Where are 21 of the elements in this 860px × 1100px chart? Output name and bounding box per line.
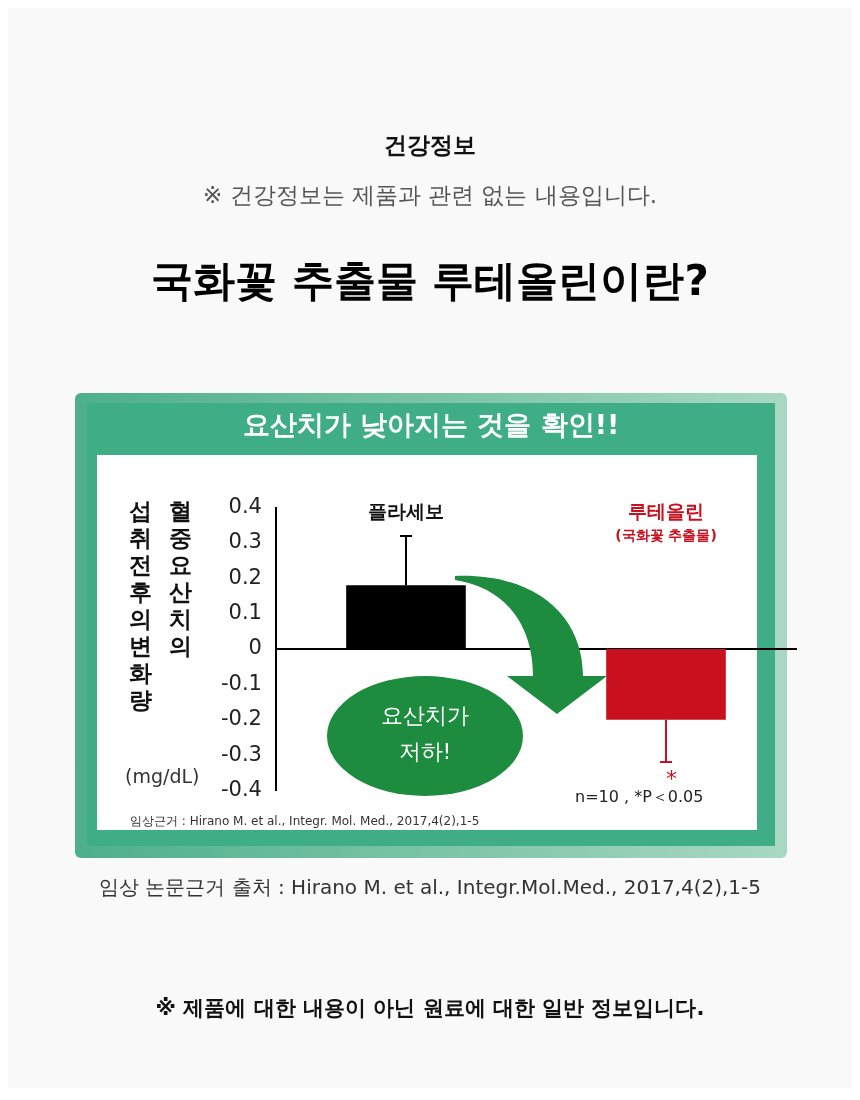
y-tick-label: 0.1	[228, 600, 262, 625]
y-tick-label: -0.1	[220, 670, 262, 695]
y-tick-label: 0.2	[228, 564, 262, 589]
text: 임상근거 : Hirano M. et al., Integr. Mol. Med., 2017,4(2),1-5	[130, 813, 480, 830]
text: 임상 논문근거 출처 : Hirano M. et al., Integr.Mol.Med., 2017,4(2),1-5	[97, 874, 763, 901]
y-tick-label: 0.4	[228, 494, 262, 519]
y-tick-label: 0	[248, 635, 262, 660]
x-tick-label: 플라세보	[367, 500, 444, 523]
chart-title: 국화꽃 추출물 루테올린이란?	[150, 255, 710, 307]
x-tick-label: 루테올린 (국화꽃 추출물)	[615, 500, 717, 544]
y-tick-label: -0.3	[220, 741, 262, 766]
text: (mg/dL)	[125, 765, 200, 787]
y-tick-label: -0.4	[220, 776, 262, 801]
text: ※ 제품에 대한 내용이 아닌 원료에 대한 일반 정보입니다.	[154, 995, 706, 1022]
annotation: 요산치가 저하!	[380, 702, 470, 766]
chart-subtitle: 요산치가 낮아지는 것을 확인!!	[241, 408, 621, 442]
y-tick-label: 0.3	[228, 529, 262, 554]
text: ※ 건강정보는 제품과 관련 없는 내용입니다.	[201, 181, 659, 210]
text: 혈중요산치의 섭취전후의 변화량	[128, 498, 192, 713]
text: 건강정보	[383, 131, 477, 160]
y-tick-label: -0.2	[220, 706, 262, 731]
